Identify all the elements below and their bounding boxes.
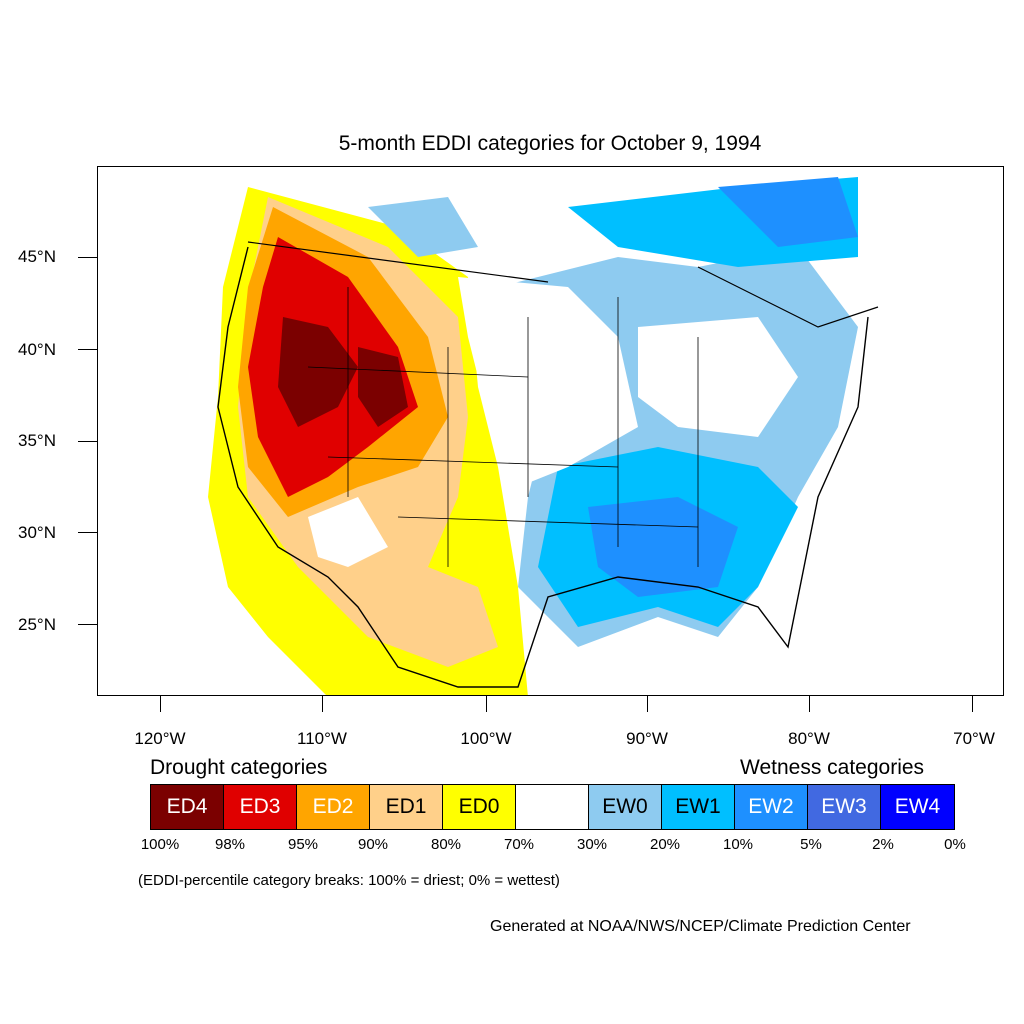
- pct-break: 0%: [944, 836, 966, 853]
- coastline: [217, 246, 869, 688]
- map-title: 5-month EDDI categories for October 9, 1…: [338, 132, 762, 155]
- lon-tick: [160, 696, 161, 712]
- pct-break: 80%: [430, 836, 462, 853]
- eddi-map: [208, 177, 879, 695]
- region-white-plains: [458, 277, 638, 487]
- legend-cell-ed0: ED0: [443, 785, 516, 829]
- drought-heading: Drought categories: [150, 756, 328, 779]
- state-lines: [307, 287, 699, 567]
- lon-label-120: 120°W: [134, 729, 186, 748]
- lon-label-80: 80°W: [788, 729, 830, 748]
- country-border: [247, 241, 879, 328]
- credit-line: Generated at NOAA/NWS/NCEP/Climate Predi…: [490, 918, 911, 935]
- region-white-west: [308, 497, 388, 567]
- wetness-heading: Wetness categories: [740, 756, 925, 779]
- lon-tick: [486, 696, 487, 712]
- region-ew0-northwest: [368, 197, 478, 257]
- lat-tick: [78, 624, 97, 625]
- lat-tick: [78, 441, 97, 442]
- pct-break: 5%: [800, 836, 822, 853]
- legend-cell-ew1: EW1: [662, 785, 735, 829]
- lat-tick: [78, 532, 97, 533]
- legend-cell-ew2: EW2: [735, 785, 808, 829]
- map-panel: [97, 166, 1004, 696]
- lon-tick: [809, 696, 810, 712]
- legend-cell-ed3: ED3: [224, 785, 297, 829]
- pct-break: 98%: [214, 836, 246, 853]
- lat-label-30: 30°N: [18, 523, 56, 542]
- lon-tick: [972, 696, 973, 712]
- pct-break: 90%: [357, 836, 389, 853]
- region-ew2-east: [588, 497, 738, 597]
- lon-label-100: 100°W: [460, 729, 512, 748]
- pct-break: 20%: [649, 836, 681, 853]
- pct-break: 30%: [576, 836, 608, 853]
- category-colorbar: ED4 ED3 ED2 ED1 ED0 EW0 EW1 EW2 EW3 EW4: [150, 784, 955, 830]
- lon-label-90: 90°W: [626, 729, 668, 748]
- region-ew2-canada: [718, 177, 858, 247]
- legend-cell-normal: [516, 785, 589, 829]
- legend-cell-ed4: ED4: [151, 785, 224, 829]
- lat-label-40: 40°N: [18, 340, 56, 359]
- legend-cell-ew0: EW0: [589, 785, 662, 829]
- lon-label-110: 110°W: [297, 729, 347, 748]
- pct-break: 70%: [503, 836, 535, 853]
- legend-cell-ed2: ED2: [297, 785, 370, 829]
- region-ed4-west-2: [358, 347, 408, 427]
- lon-tick: [322, 696, 323, 712]
- region-white-ohio: [638, 317, 798, 437]
- lat-label-25: 25°N: [18, 615, 56, 634]
- pct-break: 95%: [287, 836, 319, 853]
- legend-cell-ew3: EW3: [808, 785, 881, 829]
- legend-cell-ed1: ED1: [370, 785, 443, 829]
- lat-tick: [78, 257, 97, 258]
- pct-break: 10%: [722, 836, 754, 853]
- category-note: (EDDI-percentile category breaks: 100% =…: [138, 872, 560, 889]
- lat-label-45: 45°N: [18, 247, 56, 266]
- pct-break: 2%: [872, 836, 894, 853]
- lon-label-70: 70°W: [953, 729, 995, 748]
- legend-cell-ew4: EW4: [881, 785, 954, 829]
- lat-tick: [78, 349, 97, 350]
- region-ed4-west-1: [278, 317, 358, 427]
- lat-label-35: 35°N: [18, 431, 56, 450]
- pct-break: 100%: [140, 836, 180, 853]
- lon-tick: [647, 696, 648, 712]
